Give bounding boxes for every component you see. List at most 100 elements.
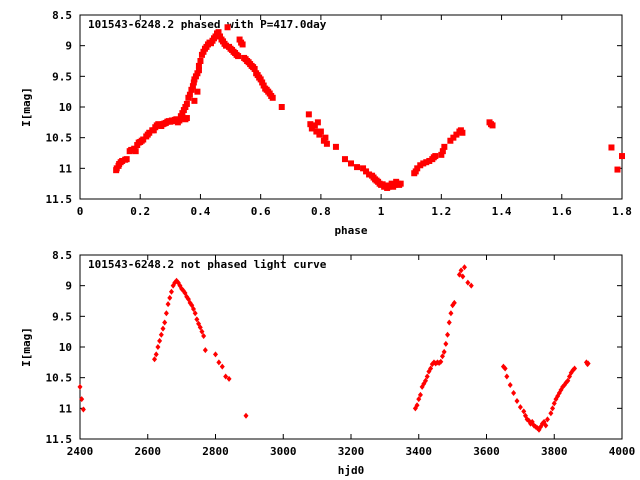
y-axis-label: I[mag] xyxy=(20,87,33,127)
data-point xyxy=(215,29,222,36)
data-point xyxy=(236,36,243,43)
data-point xyxy=(173,116,180,123)
data-point xyxy=(461,264,467,271)
y-tick-label: 9 xyxy=(65,280,72,293)
data-point xyxy=(468,282,474,289)
y-tick-label: 9.5 xyxy=(52,310,72,323)
data-point xyxy=(572,365,578,372)
data-point xyxy=(177,113,184,120)
data-point xyxy=(132,148,139,155)
x-tick-label: 1.2 xyxy=(431,205,451,218)
data-point xyxy=(180,107,187,114)
unphased-light-curve-panel: 101543-6248.2 not phased light curve hjd… xyxy=(20,249,635,477)
data-point xyxy=(322,134,329,141)
data-point xyxy=(195,62,202,69)
y-tick-label: 8.5 xyxy=(52,9,72,22)
data-point xyxy=(412,168,419,175)
data-point xyxy=(458,267,464,274)
data-point xyxy=(439,148,446,155)
data-point xyxy=(194,70,201,77)
data-point xyxy=(391,181,398,188)
data-point xyxy=(119,157,126,164)
data-point xyxy=(176,117,183,124)
data-point xyxy=(307,121,314,128)
data-point xyxy=(565,377,571,384)
data-point xyxy=(157,337,163,344)
data-point xyxy=(140,136,147,143)
y-tick-label: 11.5 xyxy=(46,433,73,446)
data-point xyxy=(608,144,615,151)
data-point xyxy=(614,166,621,173)
x-tick-label: 2600 xyxy=(135,445,162,458)
data-point xyxy=(123,156,130,163)
y-tick-label: 11 xyxy=(59,402,73,415)
data-point xyxy=(160,325,166,332)
data-point xyxy=(194,316,200,323)
data-point xyxy=(423,377,429,384)
x-tick-label: 1.4 xyxy=(492,205,512,218)
data-point xyxy=(414,402,420,409)
data-point xyxy=(550,405,556,412)
data-point xyxy=(521,408,527,415)
x-ticks: 0 0.2 0.4 0.6 0.8 1 1.2 1.4 1.6 1.8 xyxy=(77,15,632,218)
x-tick-label: 1 xyxy=(378,205,385,218)
data-point xyxy=(152,356,158,363)
data-point xyxy=(185,94,192,101)
data-point xyxy=(311,122,318,129)
data-point xyxy=(150,127,157,134)
data-point xyxy=(202,347,208,354)
data-point xyxy=(460,273,466,280)
data-point xyxy=(188,86,195,93)
data-point xyxy=(216,359,222,366)
data-point xyxy=(200,48,207,55)
x-tick-label: 0.4 xyxy=(191,205,211,218)
data-point xyxy=(165,301,171,308)
data-point xyxy=(198,51,205,58)
data-point xyxy=(450,134,457,141)
data-point xyxy=(182,104,189,110)
data-point xyxy=(192,310,198,317)
data-point xyxy=(213,351,218,358)
y-tick-label: 11.5 xyxy=(46,193,73,206)
data-point xyxy=(420,160,427,167)
plot-frame xyxy=(79,254,623,440)
data-point xyxy=(426,157,433,164)
data-point xyxy=(445,331,451,338)
data-point xyxy=(224,24,231,31)
data-point xyxy=(548,410,554,417)
data-point xyxy=(414,165,421,172)
plot-title: 101543-6248.2 not phased light curve xyxy=(88,258,327,271)
x-tick-label: 0.2 xyxy=(130,205,150,218)
data-point xyxy=(323,140,330,147)
data-point xyxy=(316,131,323,138)
data-point xyxy=(397,180,404,187)
data-point xyxy=(158,331,164,338)
data-point xyxy=(197,324,203,331)
data-point xyxy=(438,358,444,365)
data-point xyxy=(341,156,348,163)
data-point xyxy=(186,91,193,98)
data-point xyxy=(453,131,460,138)
data-point xyxy=(259,79,266,86)
data-point xyxy=(305,111,312,118)
y-axis-label: I[mag] xyxy=(20,327,33,367)
data-point xyxy=(348,160,354,167)
data-point xyxy=(212,33,219,40)
data-point xyxy=(195,67,202,74)
x-tick-label: 3400 xyxy=(406,445,433,458)
data-point xyxy=(153,351,159,358)
data-point xyxy=(441,143,448,150)
x-tick-label: 1.6 xyxy=(552,205,572,218)
data-point xyxy=(417,391,423,398)
data-point xyxy=(223,373,229,380)
data-point xyxy=(465,279,471,286)
y-ticks: 8.5 9 9.5 10 10.5 11 11.5 xyxy=(46,9,622,206)
x-tick-label: 0 xyxy=(77,205,84,218)
data-point xyxy=(438,151,445,158)
phased-light-curve-panel: 101543-6248.2 phased with P=417.0day pha… xyxy=(20,9,632,237)
data-point xyxy=(489,122,496,129)
data-point xyxy=(190,305,196,312)
data-point xyxy=(183,115,190,122)
data-point xyxy=(446,319,452,326)
x-axis-label: hjd0 xyxy=(338,464,365,477)
